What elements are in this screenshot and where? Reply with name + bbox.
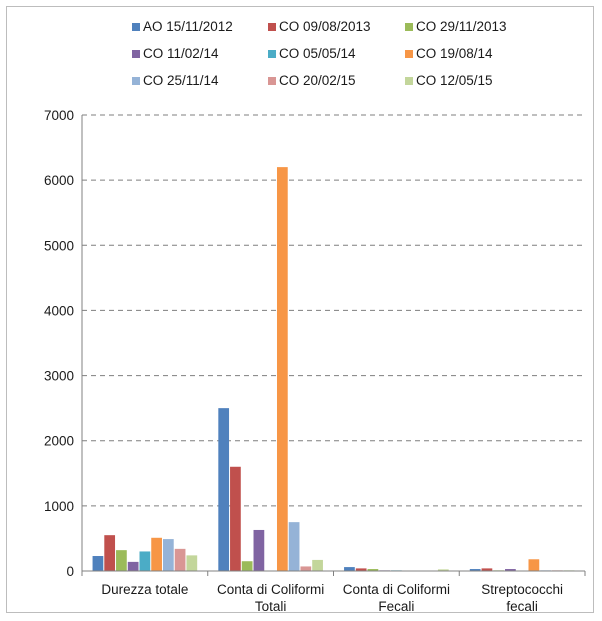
legend-swatch <box>405 23 413 31</box>
legend-item: CO 09/08/2013 <box>268 19 371 34</box>
bar <box>344 567 355 571</box>
legend-item: CO 05/05/14 <box>268 46 356 61</box>
legend-swatch <box>268 23 276 31</box>
bar <box>300 566 312 571</box>
legend-swatch <box>132 23 140 31</box>
x-axis: Durezza totale Conta di Coliformi Totali Co… <box>81 570 586 614</box>
legend-item: CO 19/08/14 <box>405 46 493 61</box>
legend-item: CO 12/05/15 <box>405 73 493 88</box>
legend-item: CO 20/02/15 <box>268 73 356 88</box>
bar <box>92 556 104 571</box>
y-tick-label: 1000 <box>44 499 74 514</box>
bar <box>116 550 127 571</box>
bar <box>437 569 449 571</box>
legend-swatch <box>405 50 413 58</box>
legend-label: AO 15/11/2012 <box>143 19 233 34</box>
bar <box>241 561 253 571</box>
bar <box>253 529 265 571</box>
bar <box>312 559 323 571</box>
category-label: fecali <box>506 599 538 614</box>
y-tick-label: 2000 <box>44 434 74 449</box>
legend-label: CO 25/11/14 <box>143 73 219 88</box>
bar <box>104 535 116 571</box>
bar <box>505 569 516 571</box>
category-label: Totali <box>255 599 287 614</box>
bar <box>355 568 367 571</box>
bar <box>218 408 230 571</box>
y-axis: 0 1000 2000 3000 4000 5000 6000 7000 <box>44 108 83 579</box>
legend-swatch <box>132 50 140 58</box>
category-label: Conta di Coliformi <box>217 582 324 597</box>
legend: AO 15/11/2012 CO 09/08/2013 CO 29/11/2013 C… <box>132 19 507 88</box>
legend-swatch <box>132 77 140 85</box>
legend-label: CO 29/11/2013 <box>416 19 507 34</box>
category-label: Streptococchi <box>481 582 563 597</box>
bar <box>288 522 300 571</box>
chart-frame <box>6 6 594 613</box>
legend-item: CO 11/02/14 <box>132 46 219 61</box>
legend-label: CO 19/08/14 <box>416 46 493 61</box>
y-tick-label: 6000 <box>44 173 74 188</box>
y-tick-label: 5000 <box>44 238 74 253</box>
bar <box>276 167 288 571</box>
y-tick-label: 3000 <box>44 369 74 384</box>
bar <box>162 539 174 571</box>
bar <box>469 569 481 571</box>
bar <box>186 555 198 571</box>
legend-swatch <box>268 77 276 85</box>
y-tick-label: 4000 <box>44 303 74 318</box>
legend-swatch <box>405 77 413 85</box>
category-label: Fecali <box>378 599 414 614</box>
bar <box>367 569 379 571</box>
legend-label: CO 09/08/2013 <box>279 19 371 34</box>
bar <box>151 537 162 571</box>
y-tick-label: 7000 <box>44 108 74 123</box>
gridlines <box>82 114 585 507</box>
legend-label: CO 05/05/14 <box>279 46 356 61</box>
legend-swatch <box>268 50 276 58</box>
bar <box>230 466 241 571</box>
y-tick-label: 0 <box>66 564 74 579</box>
bar <box>174 548 186 571</box>
legend-label: CO 20/02/15 <box>279 73 356 88</box>
bar <box>481 568 493 571</box>
legend-item: CO 29/11/2013 <box>405 19 507 34</box>
category-label: Conta di Coliformi <box>343 582 450 597</box>
legend-label: CO 12/05/15 <box>416 73 493 88</box>
bar <box>139 551 151 571</box>
bars <box>92 167 575 571</box>
legend-item: CO 25/11/14 <box>132 73 219 88</box>
bar <box>528 559 540 571</box>
category-label: Durezza totale <box>101 582 188 597</box>
legend-label: CO 11/02/14 <box>143 46 219 61</box>
legend-item: AO 15/11/2012 <box>132 19 233 34</box>
bar <box>127 561 139 571</box>
